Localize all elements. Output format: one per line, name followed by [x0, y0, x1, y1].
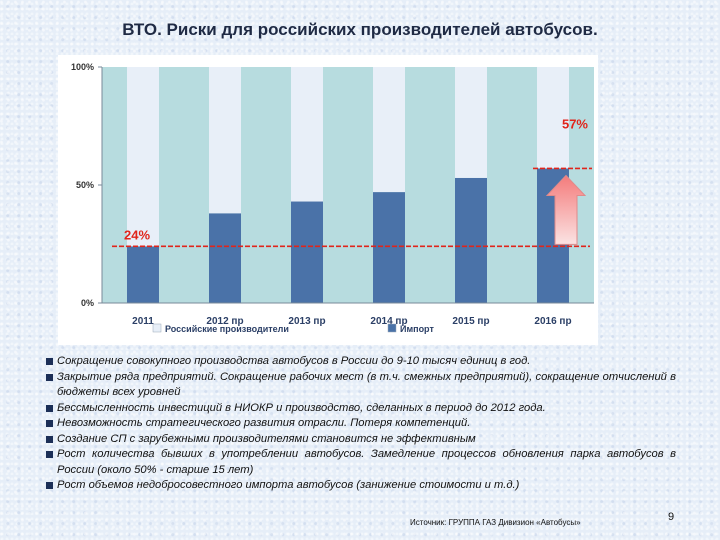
legend-swatch: [387, 323, 397, 333]
y-tick-label: 100%: [71, 62, 94, 72]
import-bar: [127, 246, 159, 303]
plot-area: [102, 67, 594, 303]
x-tick-label: 2015 пр: [452, 316, 489, 327]
bar-chart: 24% 57% 0% 50% 100% 2011 2012 пр 2013 пр 2014 …: [58, 55, 598, 345]
domestic-bar: [455, 67, 487, 178]
domestic-bar: [291, 67, 323, 202]
domestic-bar: [127, 67, 159, 247]
domestic-bar: [537, 67, 569, 169]
y-tick-label: 50%: [76, 180, 94, 190]
bullet-item: Бессмысленность инвестиций в НИОКР и про…: [46, 401, 676, 417]
x-tick-label: 2016 пр: [534, 316, 571, 327]
legend-label: Российские производители: [165, 324, 289, 334]
import-bar: [373, 192, 405, 303]
bullet-item: Закрытие ряда предприятий. Сокращение ра…: [46, 370, 676, 401]
legend-swatch: [152, 323, 162, 333]
y-tick-label: 0%: [81, 298, 94, 308]
x-tick-label: 2012 пр: [206, 316, 243, 327]
import-bar: [291, 201, 323, 303]
annotation-label: 57%: [562, 116, 588, 131]
x-tick-label: 2014 пр: [370, 316, 407, 327]
legend-label: Импорт: [400, 324, 434, 334]
import-bar: [455, 177, 487, 303]
source-note: Источник: ГРУППА ГАЗ Дивизион «Автобусы»: [410, 518, 581, 527]
domestic-bar: [373, 67, 405, 193]
page-title: ВТО. Риски для российских производителей…: [122, 20, 598, 39]
bullet-item: Сокращение совокупного производства авто…: [46, 354, 676, 370]
x-tick-label: 2011: [132, 316, 154, 327]
domestic-bar: [209, 67, 241, 214]
x-tick-label: 2013 пр: [288, 316, 325, 327]
growth-arrow-icon: [545, 174, 587, 245]
bullet-item: Создание СП с зарубежными производителям…: [46, 432, 676, 448]
import-bar: [209, 213, 241, 303]
page-number: 9: [668, 511, 675, 523]
bullet-list: Сокращение совокупного производства авто…: [46, 354, 676, 494]
bullet-item: Рост количества бывших в употреблении ав…: [46, 447, 676, 478]
annotation-label: 24%: [124, 227, 150, 242]
bullet-item: Рост объемов недобросовестного импорта а…: [46, 478, 676, 494]
bullet-item: Невозможность стратегического развития о…: [46, 416, 676, 432]
